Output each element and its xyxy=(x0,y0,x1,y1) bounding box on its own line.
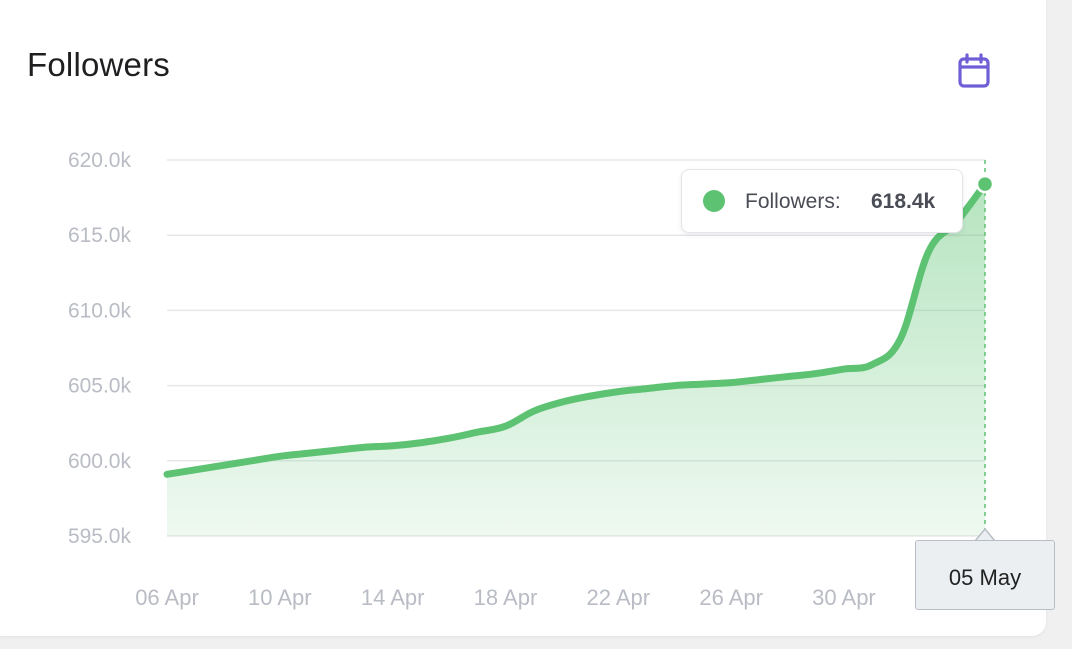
y-tick-label: 600.0k xyxy=(68,450,132,473)
followers-line xyxy=(163,180,989,478)
y-tick-label: 610.0k xyxy=(68,299,132,322)
x-tick-label: 26 Apr xyxy=(699,585,763,610)
followers-card: Followers 595.0k 600.0k 605.0k 610.0k 615.0k… xyxy=(0,0,1055,636)
tooltip-label: Followers: xyxy=(745,190,841,213)
x-tick-label: 18 Apr xyxy=(474,585,538,610)
crosshair-label: 05 May xyxy=(915,540,1055,610)
crosshair-label-text: 05 May xyxy=(948,565,1022,590)
hover-data-point[interactable] xyxy=(975,174,995,194)
calendar-icon xyxy=(958,53,990,88)
card-title: Followers xyxy=(27,46,171,83)
calendar-button[interactable] xyxy=(955,51,995,91)
x-tick-label: 30 Apr xyxy=(812,585,876,610)
x-tick-label: 06 Apr xyxy=(135,585,199,610)
series-marker-icon xyxy=(703,190,725,212)
y-tick-label: 615.0k xyxy=(68,224,132,247)
x-tick-label: 22 Apr xyxy=(587,585,651,610)
x-tick-label: 14 Apr xyxy=(361,585,425,610)
x-tick-label: 10 Apr xyxy=(248,585,312,610)
tooltip: Followers: 618.4k xyxy=(681,169,963,233)
followers-area xyxy=(167,184,985,536)
tooltip-value: 618.4k xyxy=(871,190,936,213)
y-tick-label: 605.0k xyxy=(68,375,132,398)
y-tick-label: 595.0k xyxy=(68,525,132,548)
y-tick-label: 620.0k xyxy=(68,149,132,172)
